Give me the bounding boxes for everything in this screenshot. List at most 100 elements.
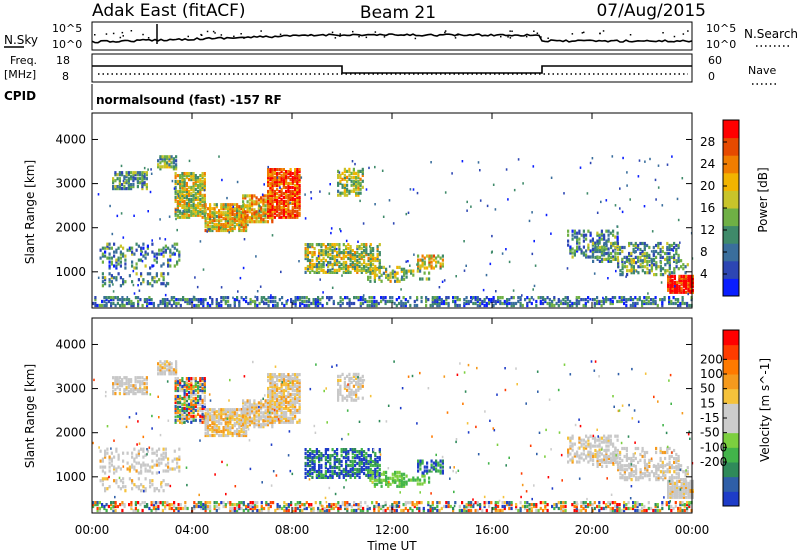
range-gate-cell xyxy=(443,299,446,304)
range-gate-cell xyxy=(318,450,321,454)
range-gate-cell xyxy=(298,179,301,184)
range-gate-cell xyxy=(123,392,126,396)
range-gate-cell xyxy=(215,226,218,231)
range-gate-cell xyxy=(240,422,243,426)
range-gate-cell xyxy=(222,431,225,436)
range-gate-cell xyxy=(289,402,292,406)
range-gate-cell xyxy=(183,183,186,188)
range-gate-cell xyxy=(298,205,301,209)
range-gate-cell xyxy=(341,394,344,398)
range-gate-cell xyxy=(267,420,270,424)
range-gate-cell xyxy=(372,463,375,468)
range-gate-cell xyxy=(144,487,147,491)
range-gate-cell xyxy=(632,269,635,273)
range-gate-cell xyxy=(320,268,323,272)
range-gate-cell xyxy=(267,418,270,422)
range-gate-cell xyxy=(113,254,116,258)
range-gate-cell xyxy=(136,380,139,384)
range-gate-cell xyxy=(315,456,318,460)
range-gate-cell xyxy=(174,213,177,217)
range-gate-cell xyxy=(369,461,372,466)
range-gate-cell xyxy=(175,364,178,368)
range-gate-cell xyxy=(363,264,366,269)
range-gate-cell xyxy=(170,370,173,374)
range-gate-cell xyxy=(107,299,110,304)
range-gate-cell xyxy=(655,255,658,259)
range-gate-cell xyxy=(499,301,502,306)
range-gate-cell xyxy=(351,471,354,476)
range-gate-cell xyxy=(431,301,434,306)
range-gate-cell xyxy=(320,258,323,263)
range-gate-cell xyxy=(667,284,670,288)
range-gate-cell xyxy=(101,254,104,258)
range-gate-cell xyxy=(374,473,377,477)
range-gate-cell xyxy=(431,296,434,300)
range-gate-cell xyxy=(673,280,676,284)
range-gate-cell xyxy=(255,411,258,415)
range-gate-cell xyxy=(463,240,465,243)
range-gate-cell xyxy=(227,296,230,300)
range-gate-cell xyxy=(463,303,466,308)
range-gate-cell xyxy=(233,213,236,217)
range-gate-cell xyxy=(280,176,283,180)
range-gate-cell xyxy=(387,476,390,480)
range-gate-cell xyxy=(339,303,342,308)
range-gate-cell xyxy=(194,197,197,201)
range-gate-cell xyxy=(276,207,279,211)
range-gate-cell xyxy=(242,218,245,222)
range-gate-cell xyxy=(174,187,177,192)
range-gate-cell xyxy=(267,388,270,393)
range-gate-cell xyxy=(190,400,193,404)
range-gate-cell xyxy=(336,254,339,259)
range-gate-cell xyxy=(629,297,632,300)
range-gate-cell xyxy=(646,263,649,267)
range-gate-cell xyxy=(128,298,131,302)
range-gate-cell xyxy=(329,463,332,468)
range-gate-cell xyxy=(167,461,170,465)
range-gate-cell xyxy=(280,400,283,404)
range-gate-cell xyxy=(354,266,357,271)
range-gate-cell xyxy=(190,383,193,387)
range-gate-cell xyxy=(278,178,281,182)
range-gate-cell xyxy=(333,458,336,462)
range-gate-cell xyxy=(134,177,137,181)
range-gate-cell xyxy=(213,433,216,438)
range-gate-cell xyxy=(242,298,245,302)
range-gate-cell xyxy=(294,373,297,377)
range-gate-cell xyxy=(359,386,362,390)
range-gate-cell xyxy=(356,454,359,458)
range-gate-cell xyxy=(178,455,181,459)
range-gate-cell xyxy=(199,398,202,402)
range-gate-cell xyxy=(248,411,251,415)
range-gate-cell xyxy=(296,195,299,199)
range-gate-cell xyxy=(181,193,184,197)
range-gate-cell xyxy=(567,229,570,233)
range-gate-cell xyxy=(291,384,294,389)
range-gate-cell xyxy=(176,394,179,399)
range-gate-cell xyxy=(598,237,601,241)
range-gate-cell xyxy=(578,296,581,300)
range-gate-cell xyxy=(255,214,258,218)
range-gate-cell xyxy=(539,296,542,300)
range-gate-cell xyxy=(206,207,209,211)
range-gate-cell xyxy=(345,266,348,271)
range-gate-cell xyxy=(342,253,345,257)
range-gate-cell xyxy=(345,245,348,249)
range-gate-cell xyxy=(255,409,258,413)
range-gate-cell xyxy=(194,183,197,188)
range-gate-cell xyxy=(183,172,186,176)
range-gate-cell xyxy=(188,205,191,209)
range-gate-cell xyxy=(646,259,649,263)
range-gate-cell xyxy=(419,478,422,482)
range-gate-cell xyxy=(306,463,309,468)
range-gate-cell xyxy=(211,414,214,418)
range-gate-cell xyxy=(492,296,495,300)
range-gate-cell xyxy=(317,298,320,302)
range-gate-cell xyxy=(649,157,651,161)
range-gate-cell xyxy=(376,461,379,466)
range-gate-cell xyxy=(170,296,173,300)
range-gate-cell xyxy=(403,476,406,480)
range-gate-cell xyxy=(222,226,225,231)
range-gate-cell xyxy=(304,461,307,466)
range-gate-cell xyxy=(355,394,358,398)
